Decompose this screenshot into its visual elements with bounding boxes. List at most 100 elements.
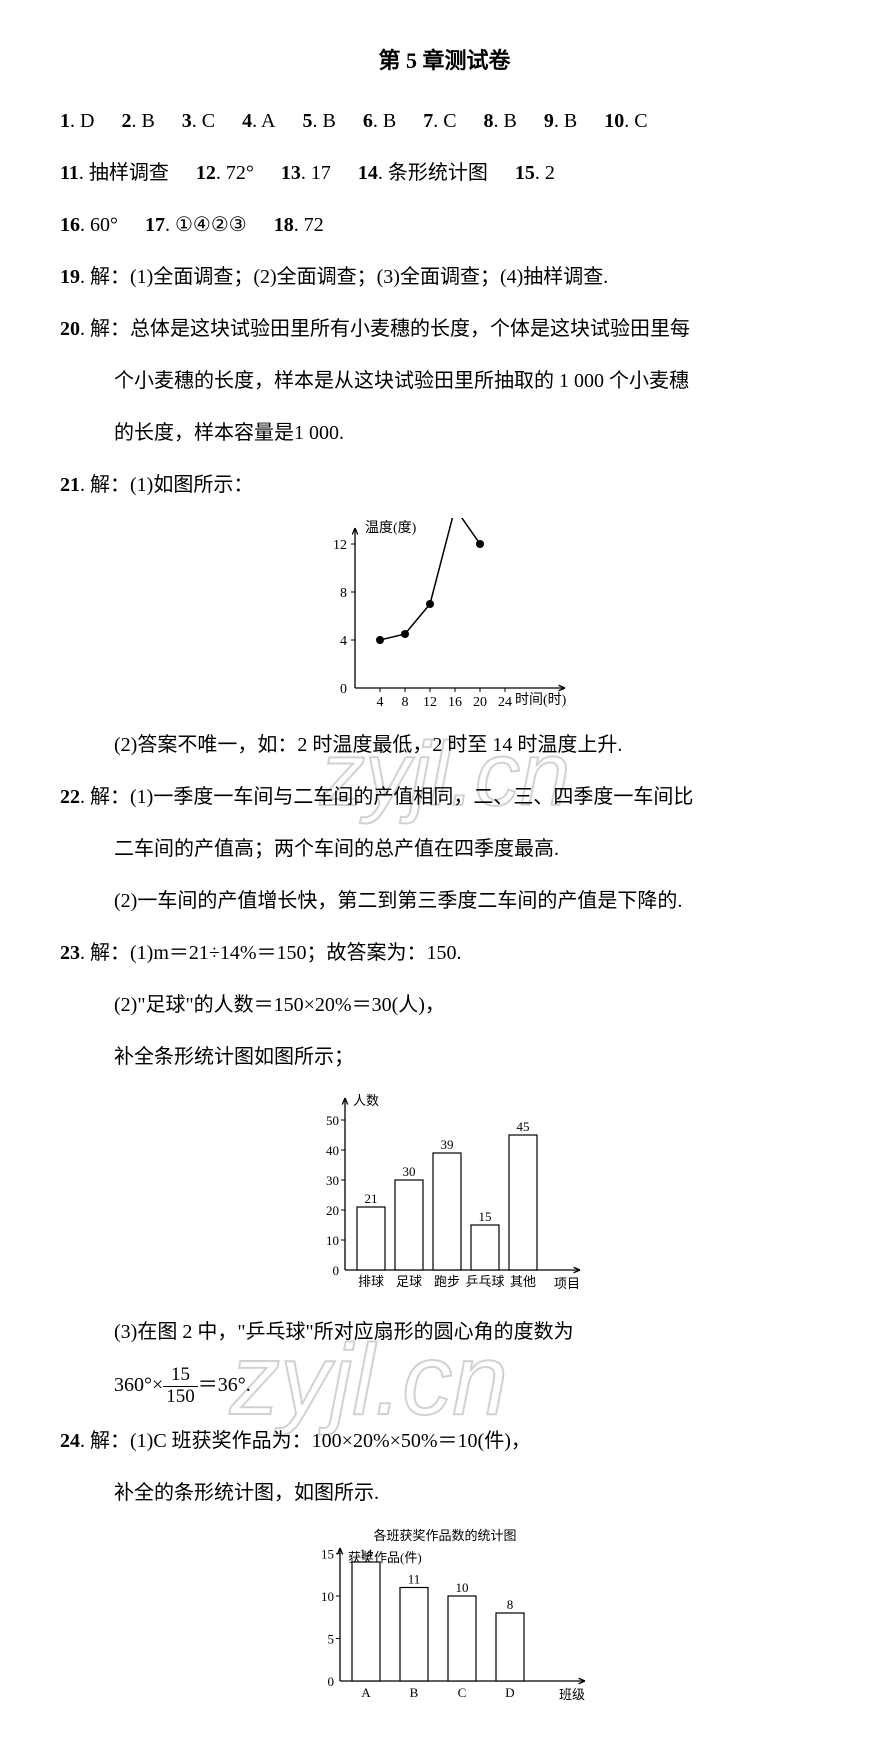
q21-l1: 21. 解：(1)如图所示： [60,466,829,504]
q3-num: 3 [182,110,192,132]
page-title: 第 5 章测试卷 [60,40,829,82]
q22-num: 22 [60,786,80,808]
svg-text:10: 10 [321,1589,334,1604]
q4-ans: A [261,110,275,132]
svg-text:45: 45 [516,1119,529,1134]
svg-text:0: 0 [340,682,347,697]
q2-num: 2 [121,110,131,132]
q5-num: 5 [303,110,313,132]
q23-l4: (3)在图 2 中，"乒乓球"所对应扇形的圆心角的度数为 [60,1313,829,1351]
q14-num: 14 [358,162,378,184]
svg-text:8: 8 [506,1597,513,1612]
svg-text:21: 21 [364,1191,377,1206]
eq-prefix: 360°× [114,1374,163,1396]
svg-text:16: 16 [448,695,462,708]
svg-text:4: 4 [340,634,347,649]
q24-l2: 补全的条形统计图，如图所示. [60,1474,829,1512]
q23-l1: 23. 解：(1)m＝21÷14%＝150；故答案为：150. [60,934,829,972]
eq-frac: 15150 [163,1365,198,1408]
q16-num: 16 [60,214,80,236]
svg-text:30: 30 [326,1173,339,1188]
q10-ans: C [634,110,647,132]
svg-text:0: 0 [332,1263,339,1278]
svg-text:15: 15 [321,1546,334,1561]
q7-ans: C [443,110,456,132]
svg-text:8: 8 [340,586,347,601]
q14-ans: 条形统计图 [388,162,488,184]
svg-text:50: 50 [326,1113,339,1128]
q20-num: 20 [60,318,80,340]
q23-num: 23 [60,942,80,964]
svg-text:12: 12 [333,538,347,553]
q18-num: 18 [274,214,294,236]
q18-ans: 72 [304,214,324,236]
q21-t1: 解：(1)如图所示： [90,474,253,496]
svg-text:5: 5 [327,1631,334,1646]
svg-text:39: 39 [440,1137,453,1152]
svg-text:4: 4 [376,695,383,708]
q22-l2: 二车间的产值高；两个车间的总产值在四季度最高. [60,830,829,868]
q4-num: 4 [242,110,252,132]
svg-text:温度(度): 温度(度) [365,520,417,536]
q13-ans: 17 [311,162,331,184]
chart-21-temperature: 温度(度)时间(时)04812164812162024 [315,518,575,708]
q6-ans: B [383,110,396,132]
q19-body: 解：(1)全面调查；(2)全面调查；(3)全面调查；(4)抽样调查. [90,266,608,288]
svg-text:15: 15 [478,1209,491,1224]
svg-text:跑步: 跑步 [433,1274,459,1289]
q20-l3: 的长度，样本容量是1 000. [60,414,829,452]
svg-text:20: 20 [473,695,487,708]
q20-l1: 20. 解：总体是这块试验田里所有小麦穗的长度，个体是这块试验田里每 [60,310,829,348]
q5-ans: B [323,110,336,132]
svg-text:排球: 排球 [357,1274,383,1289]
q15-num: 15 [515,162,535,184]
svg-text:24: 24 [498,695,512,708]
eq-suffix: ＝36°. [198,1374,251,1396]
q12-num: 12 [196,162,216,184]
q20-l2: 个小麦穗的长度，样本是从这块试验田里所抽取的 1 000 个小麦穗 [60,362,829,400]
svg-text:足球: 足球 [395,1274,421,1289]
q1-ans: D [80,110,94,132]
svg-text:10: 10 [455,1580,468,1595]
svg-text:A: A [361,1685,371,1700]
q23-l3: 补全条形统计图如图所示； [60,1038,829,1076]
q8-ans: B [504,110,517,132]
svg-text:20: 20 [326,1203,339,1218]
svg-text:人数: 人数 [353,1093,379,1108]
svg-text:班级: 班级 [558,1687,584,1702]
svg-text:时间(时): 时间(时) [515,692,567,708]
q19-num: 19 [60,266,80,288]
q22-l1: 22. 解：(1)一季度一车间与二车间的产值相同，二、三、四季度一车间比 [60,778,829,816]
q11-ans: 抽样调查 [89,162,169,184]
q17-num: 17 [145,214,165,236]
svg-text:C: C [457,1685,466,1700]
eq-den: 150 [163,1387,198,1408]
q12-ans: 72° [226,162,254,184]
q21-num: 21 [60,474,80,496]
q9-ans: B [564,110,577,132]
q23-l2: (2)"足球"的人数＝150×20%＝30(人)， [60,986,829,1024]
q21-l2: (2)答案不唯一，如：2 时温度最低，2 时至 14 时温度上升. [60,726,829,764]
q9-num: 9 [544,110,554,132]
svg-text:8: 8 [401,695,408,708]
q15-ans: 2 [545,162,555,184]
q24-l1: 24. 解：(1)C 班获奖作品为：100×20%×50%＝10(件)， [60,1422,829,1460]
svg-text:10: 10 [326,1233,339,1248]
q17-ans: ①④②③ [175,214,247,236]
fill-row-2: 16. 60° 17. ①④②③ 18. 72 [60,206,829,244]
q20-t1: 解：总体是这块试验田里所有小麦穗的长度，个体是这块试验田里每 [90,318,690,340]
q6-num: 6 [363,110,373,132]
svg-text:30: 30 [402,1164,415,1179]
q16-ans: 60° [90,214,118,236]
q1-num: 1 [60,110,70,132]
svg-text:各班获奖作品数的统计图: 各班获奖作品数的统计图 [373,1528,516,1543]
svg-text:11: 11 [407,1571,420,1586]
svg-text:12: 12 [423,695,437,708]
svg-text:其他: 其他 [509,1274,535,1289]
eq-num: 15 [163,1365,198,1387]
svg-text:B: B [409,1685,418,1700]
q3-ans: C [202,110,215,132]
fill-row-1: 11. 抽样调查 12. 72° 13. 17 14. 条形统计图 15. 2 [60,154,829,192]
svg-text:D: D [505,1685,514,1700]
q7-num: 7 [423,110,433,132]
